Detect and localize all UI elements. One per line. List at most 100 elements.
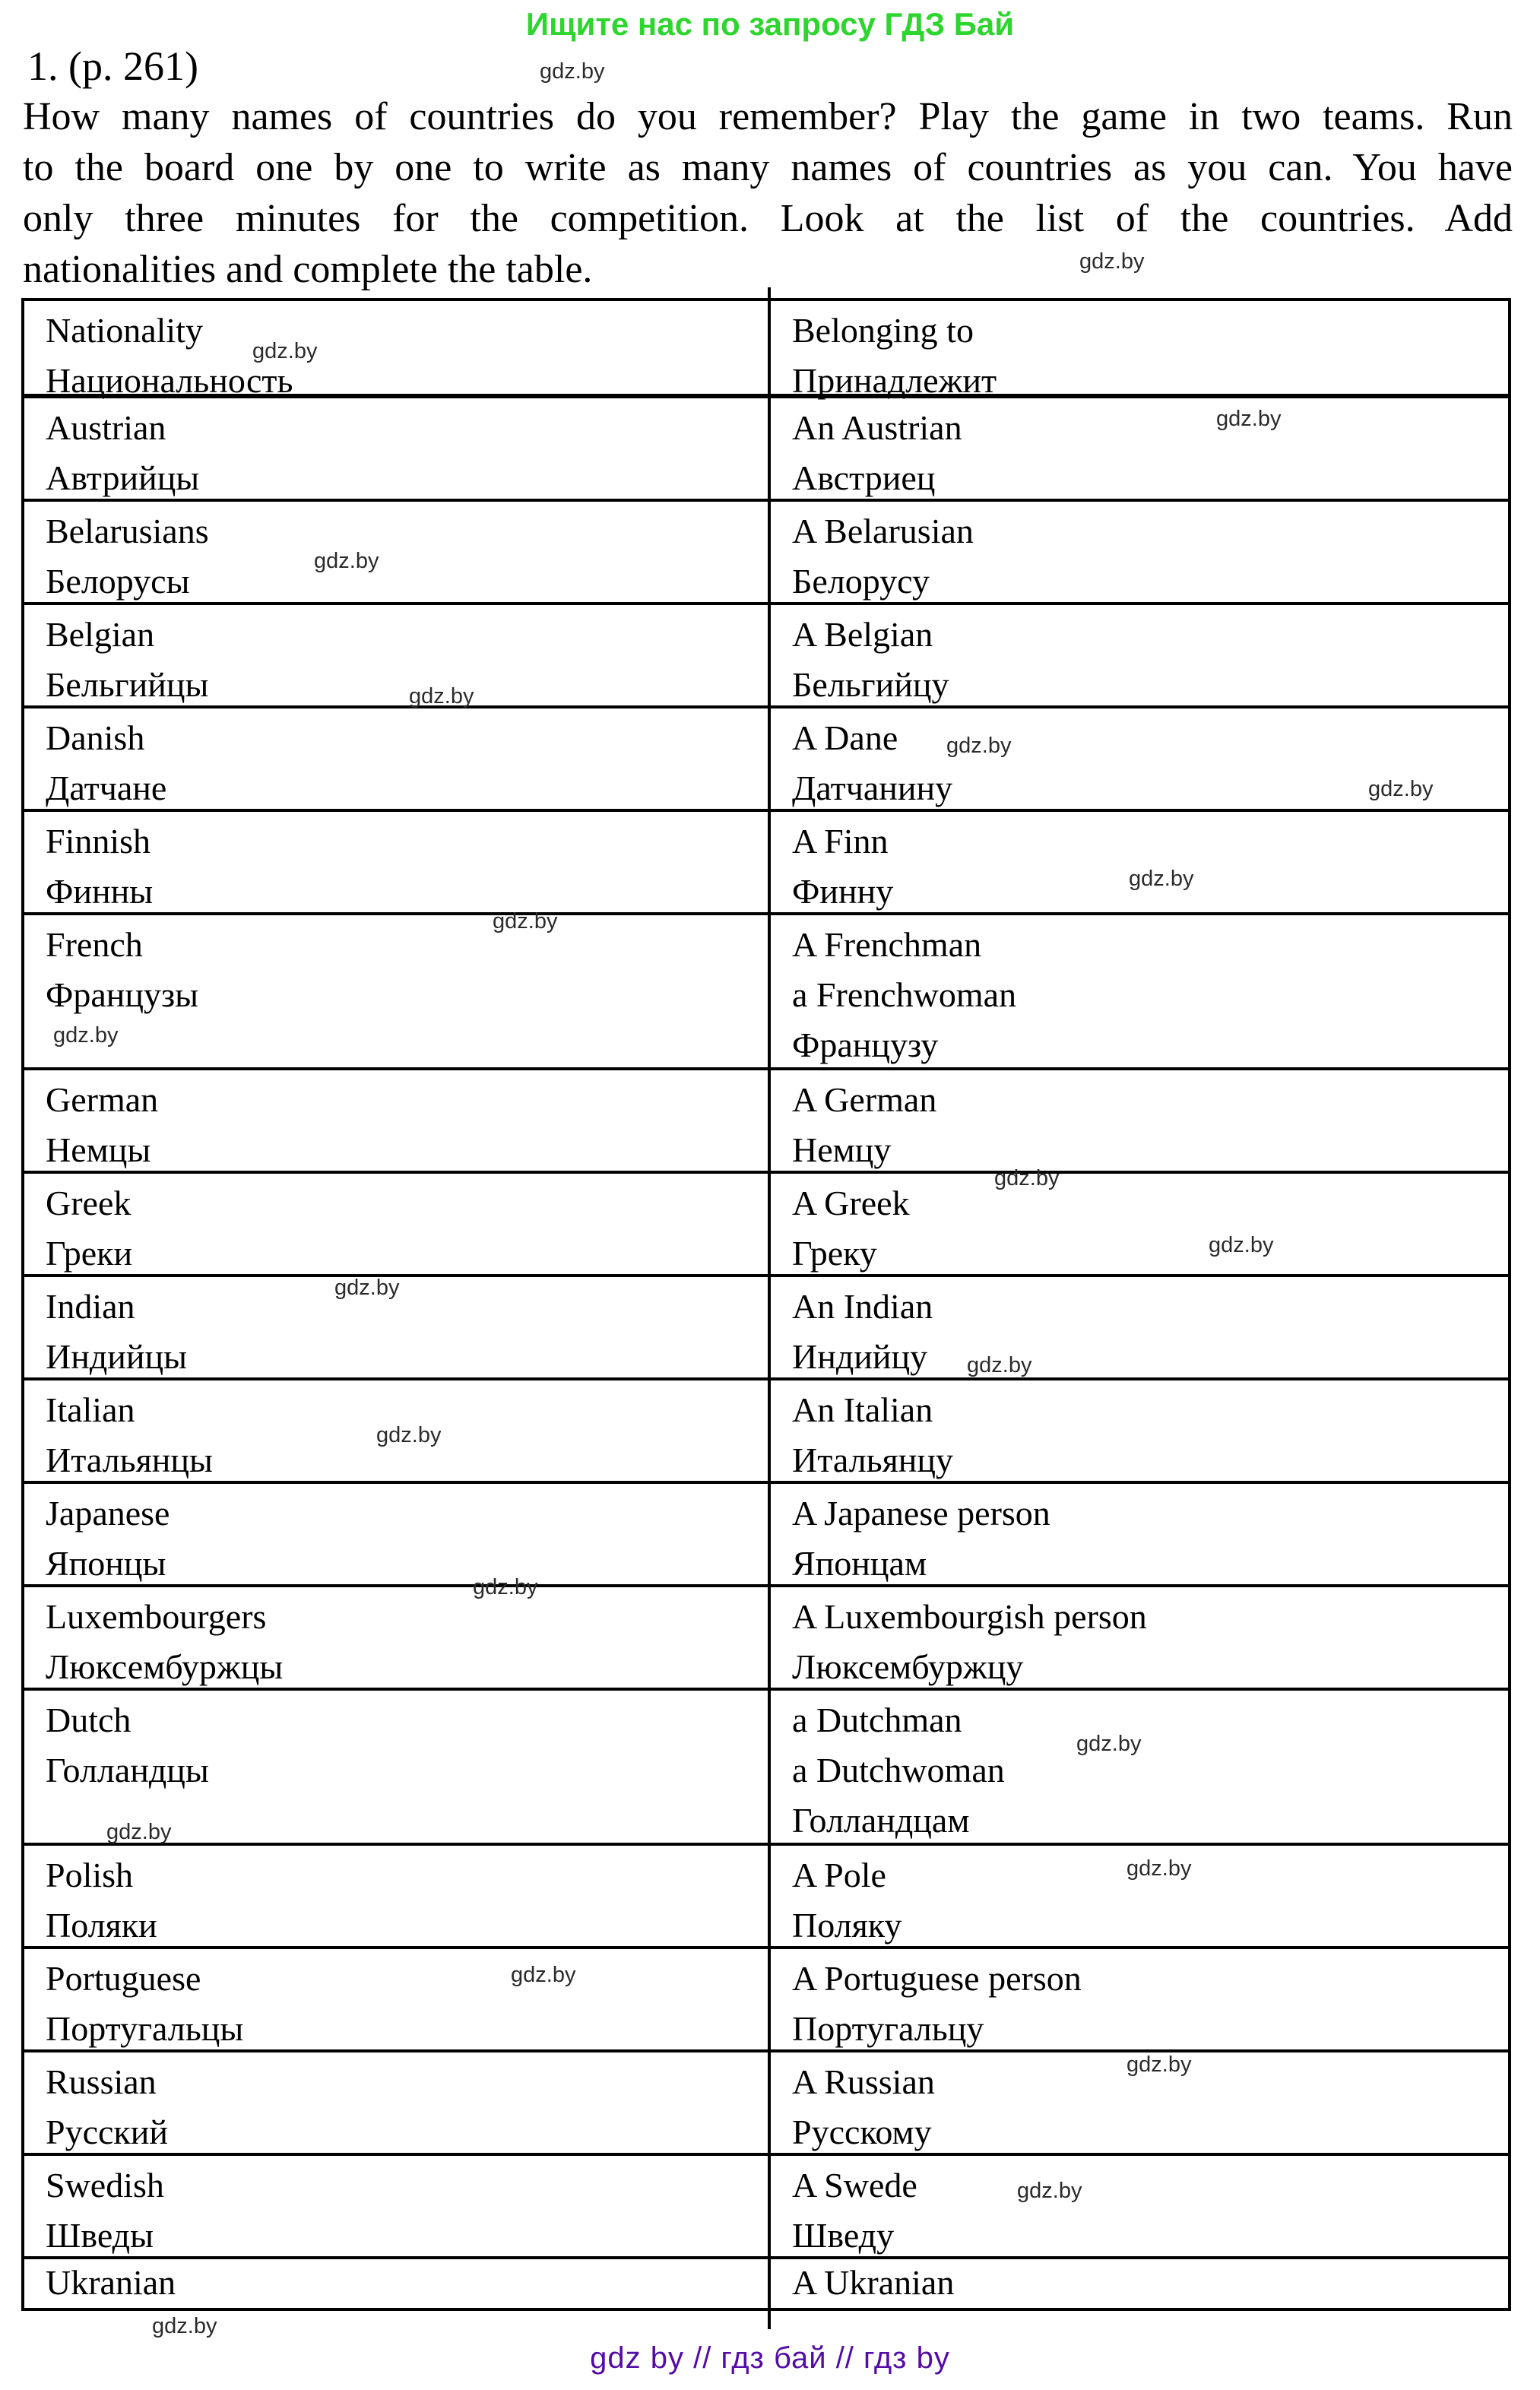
nationality-cell: Italian Итальянцы	[24, 1380, 771, 1481]
cell-line: Русскому	[792, 2113, 932, 2151]
table-row: Polish Поляки A Pole Поляку	[24, 1846, 1508, 1949]
cell-line: Итальянцу	[792, 1441, 954, 1479]
cell-line: Italian	[46, 1390, 135, 1429]
cell-line: Austrian	[46, 408, 166, 447]
cell-line: Русский	[46, 2113, 168, 2151]
gdz-watermark: gdz.by	[473, 1575, 538, 1599]
cell-line: Люксембуржцы	[46, 1647, 284, 1686]
table-row: Austrian Автрийцы An Austrian Австриец	[24, 398, 1508, 502]
cell-line: Belgian	[46, 615, 155, 654]
cell-line: Бельгийцы	[46, 665, 209, 704]
cell-line: Поляку	[792, 1906, 902, 1945]
belonging-cell: An Indian Индийцу	[771, 1277, 1508, 1377]
cell-line: Индийцы	[46, 1337, 187, 1376]
cell-line: Шведу	[792, 2216, 895, 2255]
cell-line: A German	[792, 1080, 937, 1119]
site-footer: gdz by // гдз бай // гдз by	[590, 2341, 950, 2375]
cell-line: A Greek	[792, 1184, 910, 1222]
gdz-watermark: gdz.by	[1126, 1856, 1192, 1881]
cell-line: A Pole	[792, 1856, 886, 1894]
gdz-watermark: gdz.by	[967, 1353, 1032, 1377]
cell-line: A Frenchman	[792, 925, 982, 964]
cell-line: Nationality	[46, 311, 203, 350]
cell-line: Греку	[792, 1234, 877, 1273]
column-divider-overshoot-bottom	[768, 2311, 771, 2329]
table-header-row: Nationality Национальность Belonging to При…	[24, 301, 1508, 400]
cell-line: An Italian	[792, 1390, 933, 1429]
belonging-cell: An Austrian Австриец	[771, 398, 1508, 499]
belonging-cell: An Italian Итальянцу	[771, 1380, 1508, 1481]
nationality-cell: German Немцы	[24, 1070, 771, 1171]
nationality-cell: Finnish Финны	[24, 812, 771, 912]
nationality-cell: Japanese Японцы	[24, 1484, 771, 1584]
cell-line: Французы	[46, 975, 199, 1014]
gdz-watermark: gdz.by	[1216, 407, 1282, 431]
belonging-cell: A Portuguese person Португальцу	[771, 1949, 1508, 2049]
cell-line: Japanese	[46, 1494, 170, 1533]
table-row: Ukranian A Ukranian	[24, 2259, 1508, 2308]
gdz-watermark: gdz.by	[1129, 867, 1194, 891]
gdz-watermark: gdz.by	[152, 2314, 217, 2338]
belonging-cell: a Dutchman a Dutchwoman Голландцам	[771, 1691, 1508, 1843]
nationality-cell: Ukranian	[24, 2259, 771, 2308]
belonging-cell: A Frenchman a Frenchwoman Французу	[771, 915, 1508, 1067]
gdz-watermark: gdz.by	[409, 684, 474, 708]
paragraph-line: to the board one by one to write as many…	[23, 146, 1513, 189]
cell-line: Голландцы	[46, 1751, 209, 1789]
cell-line: Luxembourgers	[46, 1597, 267, 1636]
gdz-watermark: gdz.by	[540, 59, 605, 84]
belonging-cell: A Finn Финну	[771, 812, 1508, 912]
paragraph-line: only three minutes for the competition. …	[23, 197, 1513, 240]
table-row: Japanese Японцы A Japanese person Японцам	[24, 1484, 1508, 1587]
belonging-cell: A Luxembourgish person Люксембуржцу	[771, 1587, 1508, 1688]
belonging-cell: A Japanese person Японцам	[771, 1484, 1508, 1584]
table-row: Russian Русский A Russian Русскому	[24, 2052, 1508, 2156]
gdz-watermark: gdz.by	[334, 1276, 400, 1300]
table-row: Swedish Шведы A Swede Шведу	[24, 2156, 1508, 2259]
belonging-cell: A Ukranian	[771, 2259, 1508, 2308]
belonging-cell: A Pole Поляку	[771, 1846, 1508, 1946]
belonging-cell: A Belarusian Белорусу	[771, 502, 1508, 602]
cell-line: A Japanese person	[792, 1494, 1050, 1533]
gdz-watermark: gdz.by	[106, 1820, 172, 1844]
cell-line: A Portuguese person	[792, 1959, 1082, 1998]
table-row: Greek Греки A Greek Греку	[24, 1174, 1508, 1277]
cell-line: Indian	[46, 1287, 135, 1326]
cell-line: Finnish	[46, 822, 151, 861]
cell-line: Swedish	[46, 2166, 164, 2205]
cell-line: A Ukranian	[792, 2263, 955, 2302]
cell-line: Polish	[46, 1856, 134, 1894]
cell-line: a Dutchwoman	[792, 1751, 1005, 1789]
cell-line: Португальцу	[792, 2009, 984, 2048]
cell-line: Dutch	[46, 1701, 132, 1739]
cell-line: Белорусы	[46, 562, 190, 601]
gdz-watermark: gdz.by	[376, 1423, 442, 1447]
gdz-watermark: gdz.by	[1368, 777, 1434, 801]
belonging-cell: A Dane Датчанину	[771, 708, 1508, 809]
gdz-watermark: gdz.by	[1079, 249, 1145, 274]
belonging-cell: A Swede Шведу	[771, 2156, 1508, 2256]
gdz-watermark: gdz.by	[314, 549, 379, 573]
nationality-cell: Belarusians Белорусы	[24, 502, 771, 602]
table-row: Portuguese Португальцы A Portuguese person…	[24, 1949, 1508, 2052]
nationality-cell: Swedish Шведы	[24, 2156, 771, 2256]
nationality-cell: Austrian Автрийцы	[24, 398, 771, 499]
cell-line: A Belarusian	[792, 512, 974, 550]
table-row: Belarusians Белорусы A Belarusian Белорусу	[24, 502, 1508, 605]
cell-line: Бельгийцу	[792, 665, 949, 704]
column-divider-overshoot-top	[768, 287, 771, 298]
gdz-watermark: gdz.by	[1126, 2052, 1192, 2077]
task-paragraph: How many names of countries do you remem…	[23, 91, 1513, 295]
cell-line: a Dutchman	[792, 1701, 962, 1739]
table-row: Dutch Голландцы a Dutchman a Dutchwoman Голл…	[24, 1691, 1508, 1846]
cell-line: Ukranian	[46, 2263, 176, 2302]
cell-line: A Luxembourgish person	[792, 1597, 1147, 1636]
table-row: Luxembourgers Люксембуржцы A Luxembourgish…	[24, 1587, 1508, 1691]
nationality-cell: Indian Индийцы	[24, 1277, 771, 1377]
belonging-cell: A Russian Русскому	[771, 2052, 1508, 2153]
cell-line: An Indian	[792, 1287, 933, 1326]
cell-line: Датчане	[46, 769, 167, 807]
cell-line: A Finn	[792, 822, 889, 861]
nationality-cell: Dutch Голландцы	[24, 1691, 771, 1843]
cell-line: Немцу	[792, 1130, 892, 1169]
